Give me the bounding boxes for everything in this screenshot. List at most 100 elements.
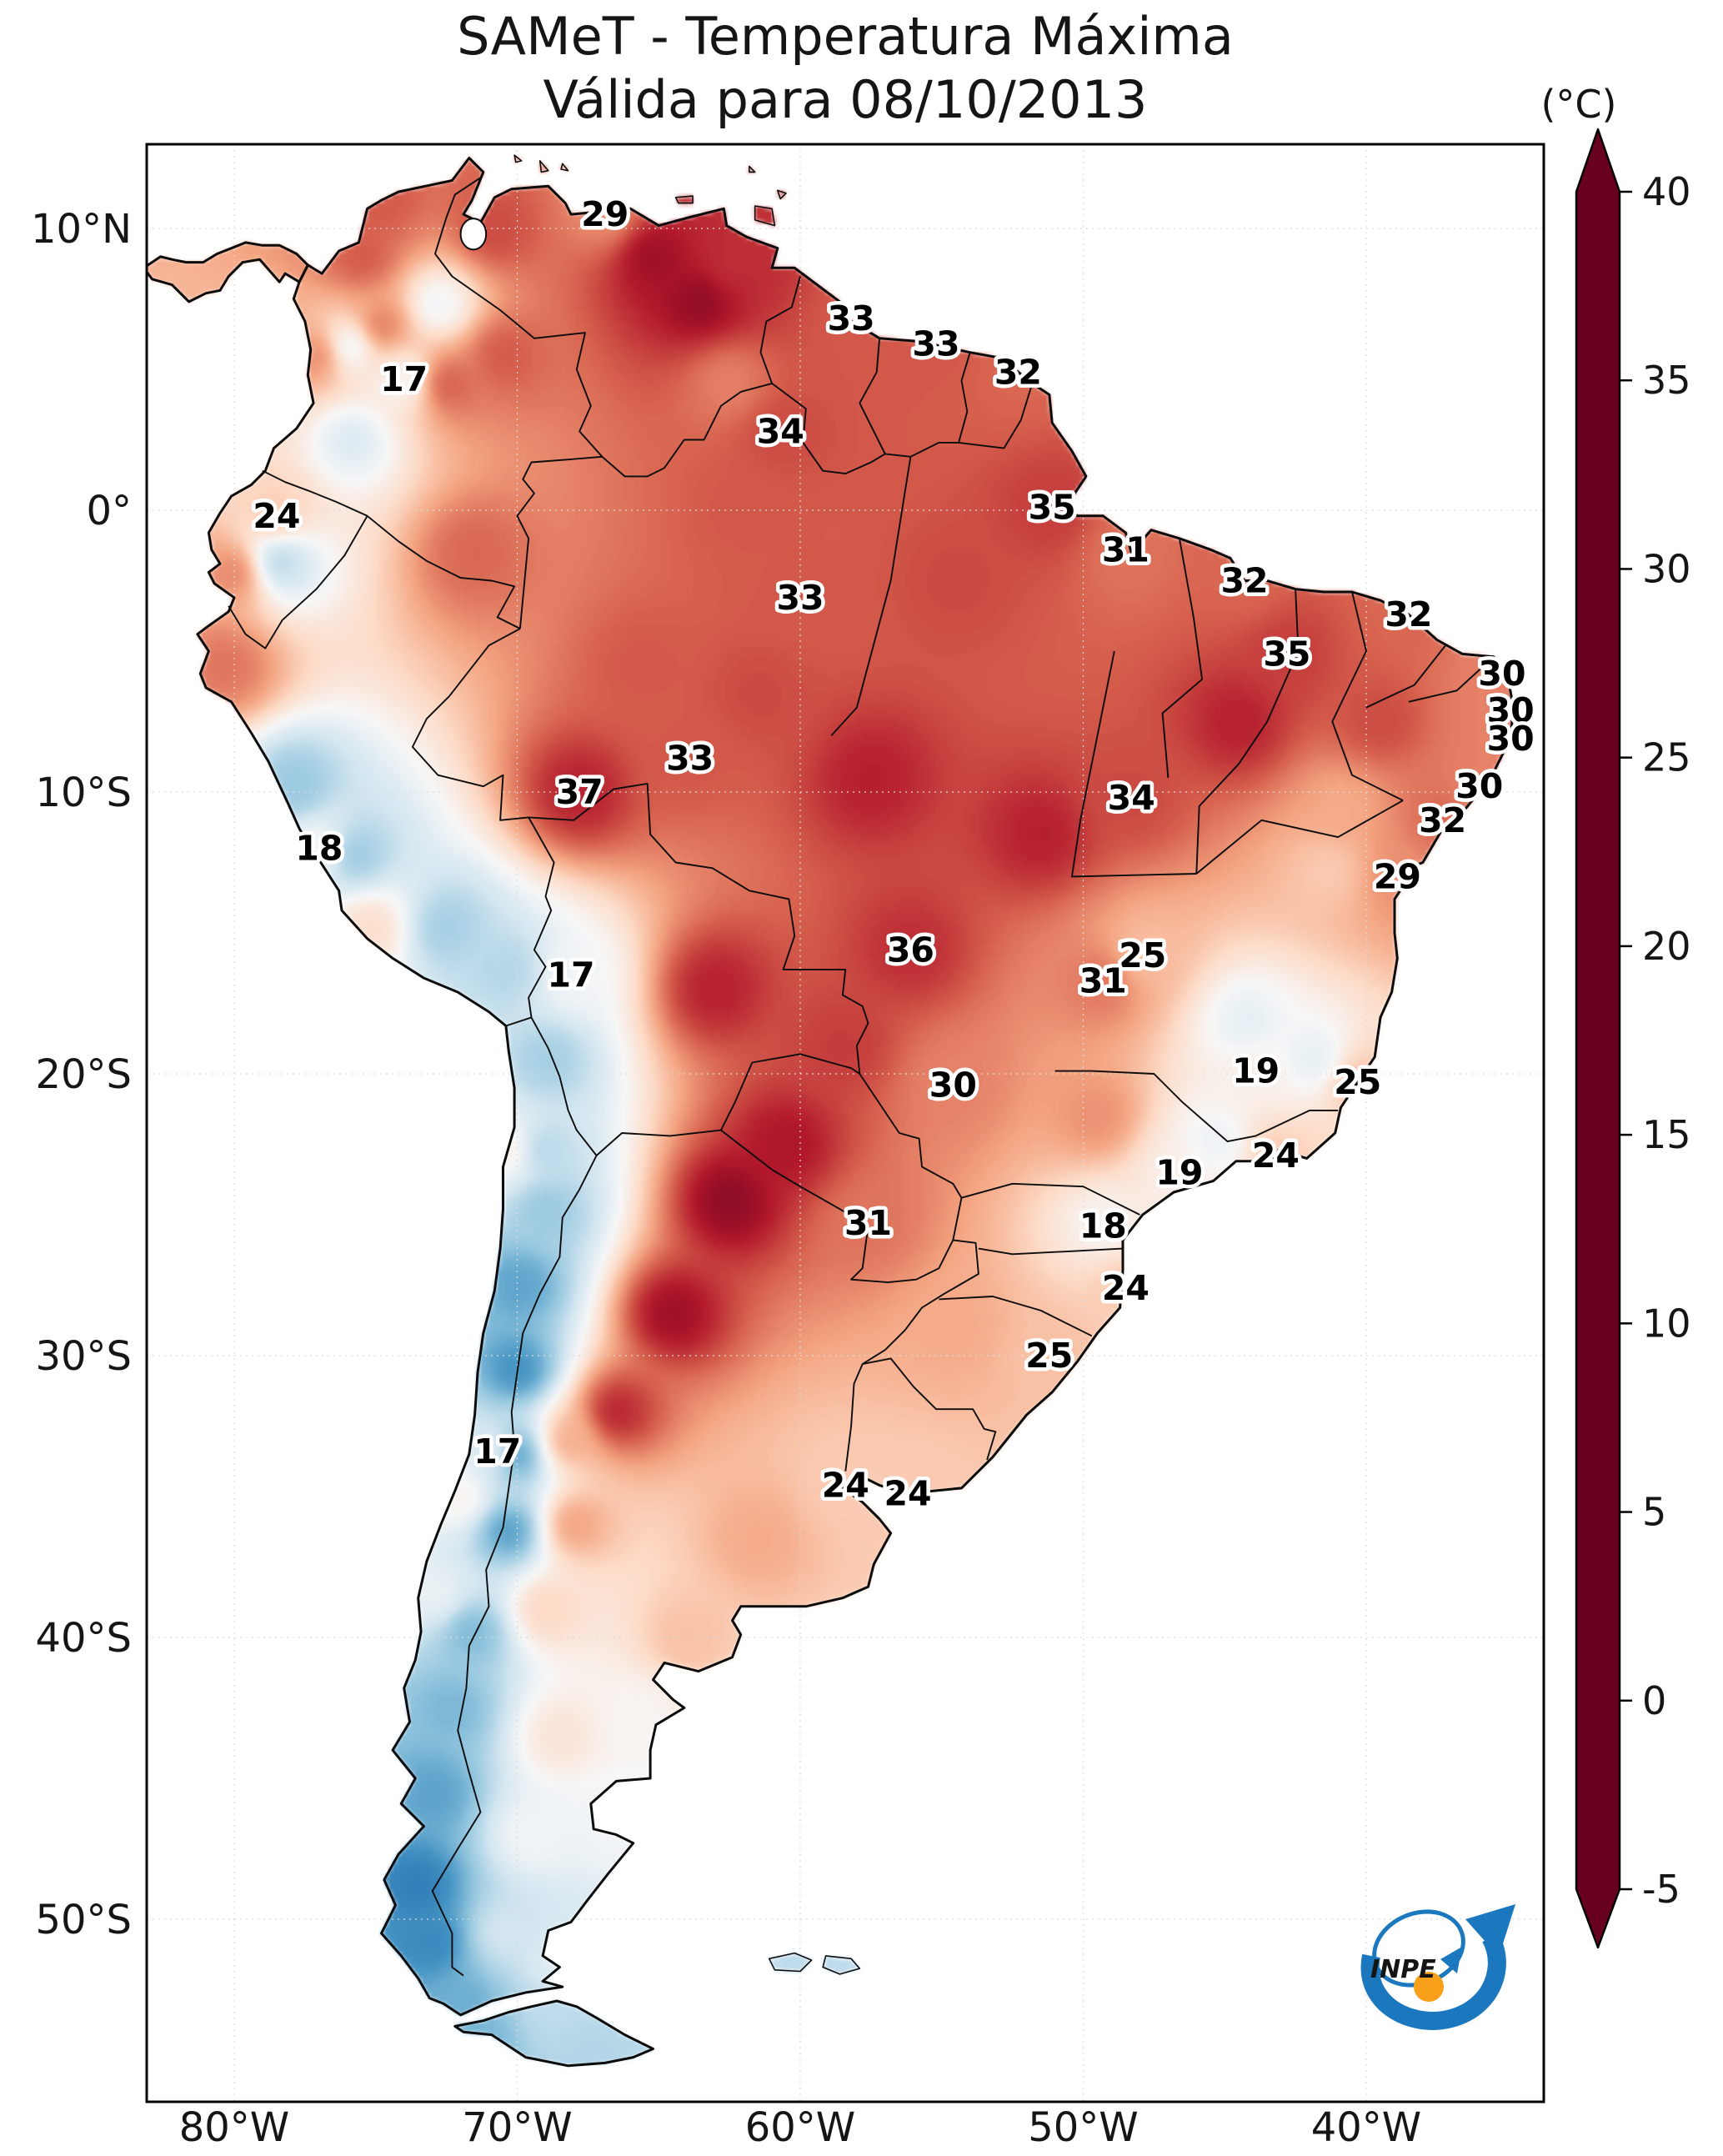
border-line xyxy=(939,1296,1093,1337)
border-line xyxy=(862,1239,979,1365)
border-line xyxy=(431,1155,598,1977)
coastline-island xyxy=(513,154,523,163)
temperature-value-label: 31 xyxy=(1102,529,1150,569)
borders-layer xyxy=(228,177,1495,1977)
temperature-value-label: 30 xyxy=(1487,690,1535,730)
colorbar: 40 35 30 25 20 15 10 5 0 -5 xyxy=(1575,128,1691,1949)
border-line xyxy=(720,1053,860,1131)
border-line xyxy=(830,456,912,737)
coastline-island xyxy=(749,165,756,173)
border-line xyxy=(859,338,886,454)
figure-title: SAMeT - Temperatura Máxima Válida para 0… xyxy=(147,5,1544,132)
temperature-value-label: 18 xyxy=(295,829,343,869)
inpe-logo-orange-dot xyxy=(1414,1972,1444,2002)
temperature-value-label: 33 xyxy=(776,578,824,618)
temperature-value-label: 35 xyxy=(1029,488,1076,528)
lon-tick-label: 50°W xyxy=(1028,2104,1139,2151)
map-frame xyxy=(145,143,1545,2103)
lat-tick-label: 10°S xyxy=(35,770,132,816)
inpe-logo: INPE xyxy=(1360,1904,1515,2030)
temperature-value-label: 32 xyxy=(1385,594,1432,634)
temperature-value-label: 25 xyxy=(1025,1336,1073,1376)
border-line xyxy=(505,1016,532,1027)
colorbar-tick-label: 10 xyxy=(1642,1301,1691,1346)
lake-shape xyxy=(459,218,488,251)
colorbar-tick-label: 20 xyxy=(1642,924,1691,969)
border-line xyxy=(601,382,773,478)
border-line xyxy=(720,1129,954,1284)
border-line xyxy=(595,1129,722,1156)
border-line xyxy=(1195,800,1404,875)
temperature-value-label: 19 xyxy=(1232,1051,1280,1091)
inpe-logo-text: INPE xyxy=(1370,1955,1436,1984)
border-line xyxy=(1408,656,1495,703)
temperature-value-label: 36 xyxy=(887,930,934,970)
temperature-value-label: 24 xyxy=(822,1465,869,1505)
border-line xyxy=(978,1247,1124,1256)
colorbar-tick-label: 0 xyxy=(1642,1678,1666,1723)
border-line xyxy=(366,515,521,629)
coastline-layer xyxy=(147,154,1515,2068)
coastline-island xyxy=(777,189,787,200)
border-line xyxy=(228,515,368,649)
temperature-value-label: 30 xyxy=(1478,654,1525,694)
temperature-value-label: 29 xyxy=(1374,856,1421,896)
temperature-value-label: 32 xyxy=(994,352,1042,392)
border-line xyxy=(1365,644,1446,709)
temperature-value-label: 37 xyxy=(556,772,604,812)
temperature-value-label: 25 xyxy=(1334,1062,1381,1102)
axis-tick-labels: 10°N 0° 10°S 20°S 30°S 40°S 50°S 80°W 70°W 60°W 50… xyxy=(31,206,1421,2151)
temperature-value-label: 29 xyxy=(581,194,629,234)
temperature-value-label: 24 xyxy=(253,496,300,536)
lon-tick-label: 60°W xyxy=(745,2104,856,2151)
temperature-value-label: 17 xyxy=(547,955,594,995)
border-line xyxy=(961,1182,1140,1216)
temperature-value-label: 33 xyxy=(828,298,875,338)
border-line xyxy=(958,352,971,444)
temperature-value-label: 25 xyxy=(1119,935,1166,975)
border-line xyxy=(884,441,959,458)
colorbar-tick-label: 15 xyxy=(1642,1112,1691,1157)
colorbar-tick-label: 25 xyxy=(1642,735,1691,780)
temperature-value-label: 31 xyxy=(844,1203,892,1243)
coastline-island xyxy=(822,1955,861,1975)
border-line xyxy=(958,383,1034,449)
title-line-1: SAMeT - Temperatura Máxima xyxy=(457,6,1234,67)
lat-tick-label: 40°S xyxy=(35,1615,132,1662)
colorbar-bar xyxy=(1575,128,1621,1949)
temperature-value-label: 19 xyxy=(1155,1152,1203,1192)
coastline-panama xyxy=(147,241,309,303)
temperature-value-label: 30 xyxy=(1487,719,1535,759)
lat-tick-label: 0° xyxy=(86,488,132,534)
border-line xyxy=(1161,538,1204,779)
inpe-logo-arrowhead xyxy=(1465,1904,1515,1957)
border-line xyxy=(528,816,555,1018)
graticule xyxy=(147,144,1544,2102)
lat-tick-label: 10°N xyxy=(31,206,132,253)
temperature-value-label: 32 xyxy=(1419,800,1466,840)
colorbar-tick-label: 35 xyxy=(1642,358,1691,403)
temperature-value-label: 24 xyxy=(884,1474,931,1514)
lake-maracaibo xyxy=(459,218,488,251)
coastline-island xyxy=(768,1952,813,1973)
temperature-value-label: 18 xyxy=(1079,1206,1127,1246)
border-line xyxy=(516,455,603,629)
colorbar-tick-label: 30 xyxy=(1642,546,1691,591)
coastline-tierra-del-fuego xyxy=(453,1999,654,2068)
border-line xyxy=(759,276,801,384)
inpe-logo-swoosh xyxy=(1360,1933,1506,2030)
coastline-island xyxy=(754,205,776,227)
border-line xyxy=(771,383,886,475)
temperature-value-label: 30 xyxy=(1455,766,1503,806)
temperature-value-label: 34 xyxy=(1108,778,1155,818)
border-line xyxy=(1054,1070,1339,1143)
border-line xyxy=(1331,591,1404,801)
lon-tick-label: 70°W xyxy=(462,2104,573,2151)
inpe-logo-orbit-arrowhead xyxy=(1440,1947,1462,1973)
temperature-value-label: 24 xyxy=(1102,1268,1150,1308)
temperature-value-label: 30 xyxy=(929,1065,977,1106)
temperature-field-canvas xyxy=(147,144,1544,2102)
coastline-island xyxy=(674,195,694,204)
